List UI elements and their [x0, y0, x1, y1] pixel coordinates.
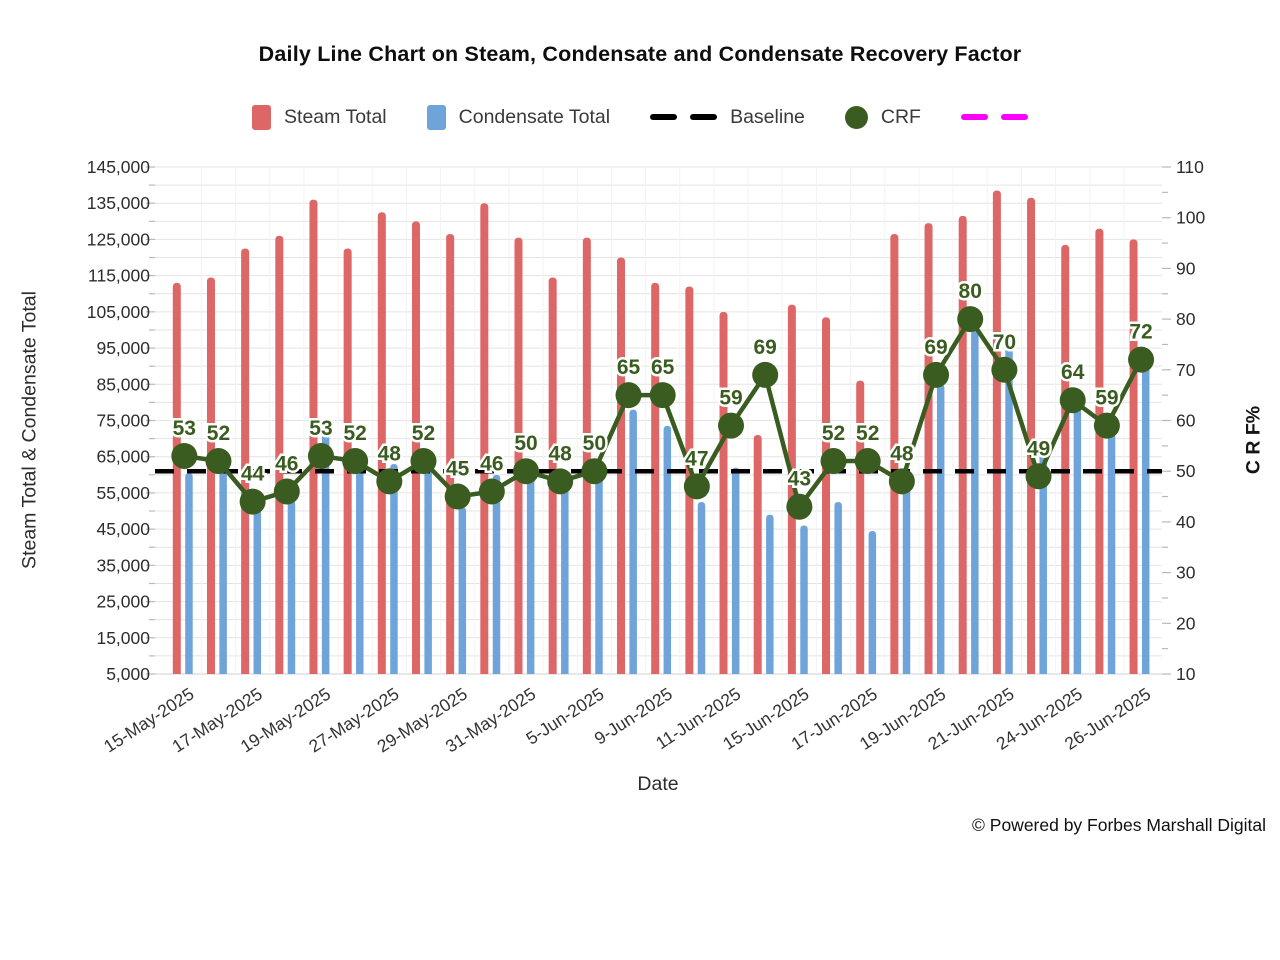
svg-text:5,000: 5,000: [106, 664, 150, 684]
svg-text:10: 10: [1176, 664, 1196, 684]
svg-text:52: 52: [207, 422, 230, 445]
svg-text:60: 60: [1176, 411, 1196, 431]
x-axis-title: Date: [637, 773, 679, 795]
svg-text:45,000: 45,000: [96, 519, 150, 539]
legend-item-steam-total[interactable]: Steam Total: [252, 104, 387, 130]
svg-text:59: 59: [1095, 387, 1118, 410]
svg-text:50: 50: [514, 432, 537, 455]
svg-text:40: 40: [1176, 512, 1196, 532]
svg-text:80: 80: [1176, 309, 1196, 329]
svg-text:70: 70: [993, 331, 1016, 354]
svg-text:72: 72: [1129, 321, 1152, 344]
svg-text:52: 52: [856, 422, 879, 445]
legend: Steam Total Condensate Total Baseline CR…: [0, 101, 1280, 133]
svg-text:49: 49: [1027, 437, 1050, 460]
svg-text:45: 45: [446, 458, 470, 481]
svg-text:115,000: 115,000: [88, 266, 150, 286]
svg-text:65: 65: [617, 356, 641, 379]
crf-dot-icon: [844, 105, 868, 129]
right-axis-title: C R F%: [1242, 405, 1265, 475]
svg-text:75,000: 75,000: [96, 411, 150, 431]
svg-text:48: 48: [890, 442, 914, 465]
svg-text:30: 30: [1176, 563, 1196, 583]
svg-text:35,000: 35,000: [96, 555, 150, 575]
axis-labels: 5,000 15,000 25,000 35,000 45,000 55,000 65,00…: [87, 157, 1206, 684]
svg-text:59: 59: [719, 387, 742, 410]
svg-text:47: 47: [685, 447, 708, 470]
condensate-total-swatch-icon: [426, 104, 446, 130]
chart-title: Daily Line Chart on Steam, Condensate an…: [258, 42, 1022, 66]
svg-text:90: 90: [1176, 258, 1196, 278]
svg-text:48: 48: [378, 442, 402, 465]
legend-label-condensate-total: Condensate Total: [458, 105, 611, 128]
x-tick-labels: 15-May-202517-May-202519-May-202527-May-…: [100, 684, 1154, 757]
svg-text:52: 52: [822, 422, 845, 445]
footer-credit: © Powered by Forbes Marshall Digital: [972, 815, 1266, 835]
svg-text:135,000: 135,000: [87, 193, 151, 213]
svg-text:48: 48: [548, 442, 572, 465]
svg-text:69: 69: [924, 336, 947, 359]
svg-text:25,000: 25,000: [96, 592, 150, 612]
svg-text:53: 53: [309, 417, 332, 440]
legend-label-crf: CRF: [880, 105, 921, 128]
svg-text:15,000: 15,000: [96, 628, 150, 648]
legend-label-baseline: Baseline: [730, 105, 805, 128]
legend-item-crf[interactable]: CRF: [844, 105, 921, 129]
svg-text:53: 53: [173, 417, 196, 440]
svg-text:100: 100: [1176, 208, 1205, 228]
svg-text:65,000: 65,000: [96, 447, 150, 467]
steam-total-swatch-icon: [252, 104, 272, 130]
condensate-total-bars: [185, 329, 1150, 674]
left-axis-title: Steam Total & Condensate Total: [18, 291, 41, 569]
axis-ticks: [146, 166, 1171, 675]
svg-text:20: 20: [1176, 613, 1196, 633]
svg-text:46: 46: [275, 452, 298, 475]
svg-text:70: 70: [1176, 360, 1196, 380]
svg-text:110: 110: [1176, 157, 1204, 177]
svg-text:125,000: 125,000: [87, 229, 151, 249]
legend-label-steam-total: Steam Total: [284, 105, 387, 128]
svg-text:105,000: 105,000: [87, 302, 151, 322]
legend-item-magenta-series[interactable]: [960, 114, 1028, 120]
svg-text:69: 69: [754, 336, 777, 359]
svg-text:44: 44: [241, 463, 265, 486]
crf-point-labels: 53 52 44 46 53 52 48 52 45 46 50 48 50 65 65 47 59 69 43 52…: [170, 278, 1155, 494]
svg-text:85,000: 85,000: [96, 374, 150, 394]
svg-text:43: 43: [788, 468, 811, 491]
svg-text:52: 52: [343, 422, 366, 445]
svg-text:50: 50: [1176, 461, 1196, 481]
legend-item-condensate-total[interactable]: Condensate Total: [426, 104, 611, 130]
svg-text:46: 46: [480, 452, 503, 475]
svg-text:55,000: 55,000: [96, 483, 150, 503]
svg-text:95,000: 95,000: [96, 338, 150, 358]
svg-text:64: 64: [1061, 361, 1085, 384]
svg-text:145,000: 145,000: [87, 157, 151, 177]
baseline-dash-icon: [650, 114, 718, 120]
legend-item-baseline[interactable]: Baseline: [650, 106, 805, 129]
svg-text:65: 65: [651, 356, 675, 379]
svg-text:52: 52: [412, 422, 435, 445]
svg-text:80: 80: [959, 280, 982, 303]
crf-points: [171, 306, 1155, 520]
svg-text:50: 50: [583, 432, 606, 455]
magenta-dash-icon: [960, 114, 1028, 120]
